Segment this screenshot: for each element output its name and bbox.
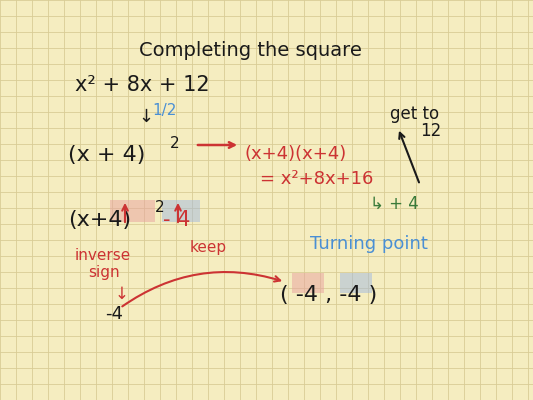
- Text: = x²+8x+16: = x²+8x+16: [260, 170, 374, 188]
- Text: (x+4)(x+4): (x+4)(x+4): [245, 145, 348, 163]
- Text: 12: 12: [420, 122, 441, 140]
- Text: ↓: ↓: [138, 108, 153, 126]
- Text: (x + 4): (x + 4): [68, 145, 146, 165]
- Text: inverse: inverse: [75, 248, 131, 263]
- Text: get to: get to: [390, 105, 439, 123]
- Text: ( -4 , -4 ): ( -4 , -4 ): [280, 285, 377, 305]
- Text: ↳ + 4: ↳ + 4: [370, 195, 419, 213]
- Bar: [110, 200, 155, 222]
- Text: 2: 2: [155, 200, 165, 215]
- Bar: [162, 200, 200, 222]
- Text: 1/2: 1/2: [152, 103, 176, 118]
- Text: (x+4): (x+4): [68, 210, 131, 230]
- Text: Turning point: Turning point: [310, 235, 428, 253]
- Bar: [292, 273, 324, 293]
- Text: ↓: ↓: [115, 285, 129, 303]
- Text: keep: keep: [190, 240, 227, 255]
- Text: x² + 8x + 12: x² + 8x + 12: [75, 75, 209, 95]
- Text: Completing the square: Completing the square: [139, 40, 362, 60]
- Text: 2: 2: [170, 136, 180, 151]
- Text: -4: -4: [105, 305, 123, 323]
- Text: sign: sign: [88, 265, 119, 280]
- Text: - 4: - 4: [163, 210, 190, 230]
- Bar: [340, 273, 372, 293]
